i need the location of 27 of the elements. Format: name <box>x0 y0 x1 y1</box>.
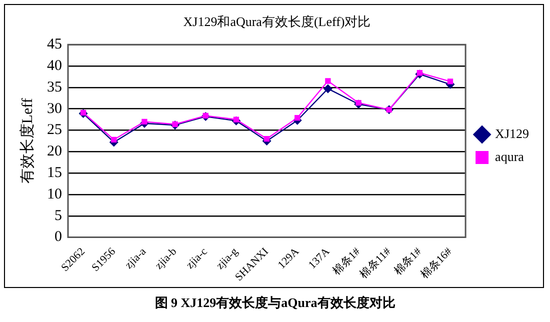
y-tick-label: 25 <box>47 122 62 138</box>
point <box>111 136 117 142</box>
point <box>325 78 331 84</box>
x-tick-label: 棉条11# <box>358 245 394 282</box>
y-tick-label: 15 <box>47 164 62 181</box>
point <box>294 114 300 121</box>
point <box>233 116 240 122</box>
point <box>264 136 270 142</box>
y-tick-label: 0 <box>54 229 62 246</box>
legend-label: XJ129 <box>495 126 530 141</box>
y-tick-label: 20 <box>47 144 62 160</box>
point <box>416 70 423 76</box>
y-tick-label: 40 <box>47 58 62 74</box>
y-axis-title: 有效长度Leff <box>18 98 36 184</box>
y-tick-label: 35 <box>47 79 62 96</box>
point <box>80 110 86 116</box>
y-tick-label: 10 <box>47 186 62 202</box>
y-tick-label: 5 <box>54 208 62 224</box>
y-tick-label: 45 <box>47 36 62 53</box>
point <box>447 78 454 84</box>
caption: 图 9 XJ129有效长度与aQura有效长度对比 <box>154 294 396 312</box>
legend-label: aqura <box>495 148 524 164</box>
point <box>172 121 178 128</box>
point <box>323 84 332 94</box>
point <box>202 112 208 119</box>
y-tick-label: 30 <box>47 100 62 117</box>
chart-title: XJ129和aQura有效长度(Leff)对比 <box>183 14 371 30</box>
